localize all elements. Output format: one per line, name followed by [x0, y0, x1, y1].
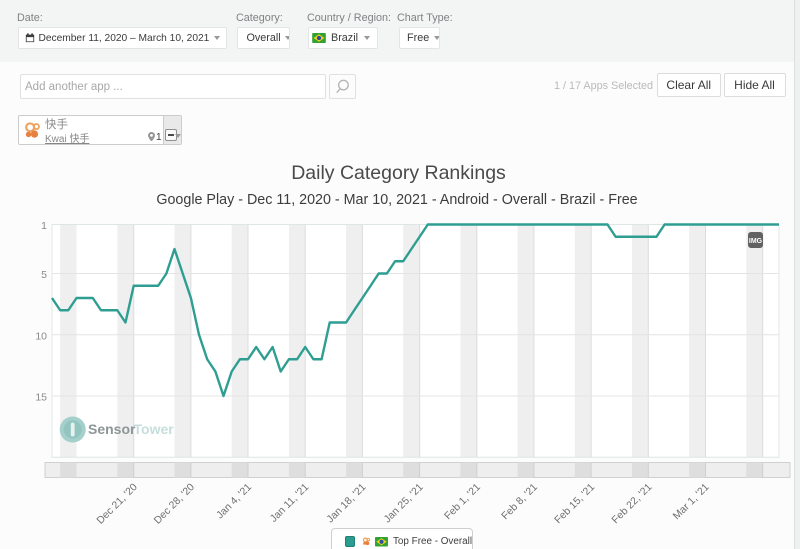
svg-text:5: 5 — [41, 269, 47, 281]
svg-text:IMG: IMG — [749, 238, 763, 245]
svg-text:Jan 11, '21: Jan 11, '21 — [268, 482, 311, 525]
svg-text:Dec 28, '20: Dec 28, '20 — [152, 482, 197, 527]
svg-text:Jan 4, '21: Jan 4, '21 — [215, 482, 255, 522]
svg-text:Mar 1, '21: Mar 1, '21 — [671, 482, 711, 522]
svg-text:Feb 15, '21: Feb 15, '21 — [553, 482, 597, 526]
svg-text:15: 15 — [35, 392, 47, 404]
svg-text:Feb 1, '21: Feb 1, '21 — [443, 482, 483, 522]
svg-text:Dec 21, '20: Dec 21, '20 — [95, 482, 140, 527]
svg-text:10: 10 — [35, 330, 47, 342]
svg-text:1: 1 — [41, 220, 47, 232]
svg-text:Jan 18, '21: Jan 18, '21 — [325, 482, 369, 526]
svg-text:Tower: Tower — [134, 421, 175, 437]
svg-text:Jan 25, '21: Jan 25, '21 — [382, 482, 426, 526]
svg-text:Sensor: Sensor — [88, 421, 136, 437]
svg-text:Feb 22, '21: Feb 22, '21 — [610, 482, 654, 526]
svg-text:Feb 8, '21: Feb 8, '21 — [500, 482, 540, 522]
